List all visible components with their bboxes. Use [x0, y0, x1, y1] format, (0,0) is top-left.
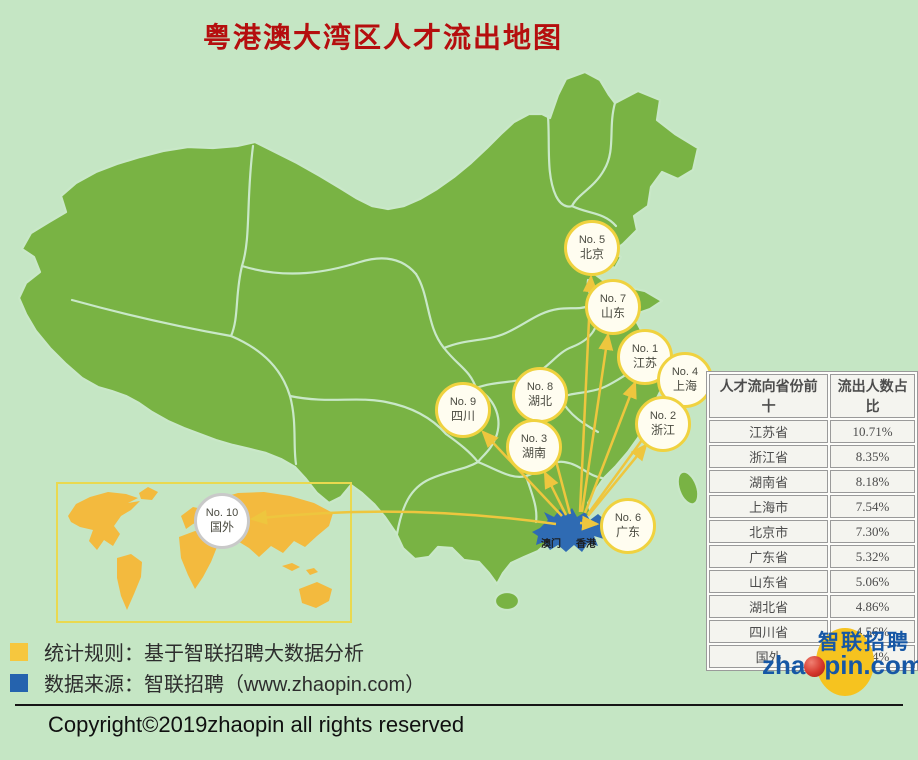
logo-en-text: zha pin.com — [762, 650, 918, 681]
copyright-text: Copyright©2019zhaopin all rights reserve… — [48, 712, 465, 737]
page-title: 粤港澳大湾区人才流出地图 — [203, 22, 564, 53]
bubble-rank: No. 9 — [449, 396, 477, 408]
table-row: 上海市 7.54% — [709, 495, 915, 518]
world-map-frame — [56, 482, 352, 623]
table-header-percent: 流出人数占比 — [830, 374, 915, 418]
bubble-region: 国外 — [209, 520, 234, 534]
legend-row-rules: 统计规则：基于智联招聘大数据分析 — [10, 637, 364, 666]
legend-swatch-yellow — [10, 642, 28, 661]
province-cell: 湖北省 — [709, 595, 829, 618]
province-cell: 上海市 — [709, 495, 829, 518]
bubble-region: 江苏 — [632, 356, 657, 370]
table-row: 浙江省 8.35% — [709, 445, 915, 468]
percent-cell: 8.18% — [830, 470, 915, 493]
bubble-region: 浙江 — [650, 423, 675, 437]
legend-row-source: 数据来源：智联招聘（www.zhaopin.com） — [10, 668, 425, 697]
bubble-overseas: No. 10 国外 — [194, 493, 250, 549]
taiwan-island — [676, 470, 700, 506]
bubble-guangdong: No. 6 广东 — [600, 498, 656, 554]
province-cell: 山东省 — [709, 570, 829, 593]
logo-red-ball-icon — [804, 656, 826, 677]
percent-cell: 7.54% — [830, 495, 915, 518]
bubble-region: 湖南 — [521, 446, 546, 460]
legend-label: 统计规则：基于智联招聘大数据分析 — [44, 643, 364, 665]
percent-cell: 10.71% — [830, 420, 915, 443]
bubble-sichuan: No. 9 四川 — [435, 382, 491, 438]
logo-en-pre: zha — [762, 650, 806, 680]
province-cell: 江苏省 — [709, 420, 829, 443]
hainan-island — [493, 590, 521, 612]
bubble-region: 北京 — [579, 247, 604, 261]
bubble-beijing: No. 5 北京 — [564, 220, 620, 276]
zhaopin-logo: 智联招聘 zha pin.com — [760, 626, 918, 702]
province-cell: 北京市 — [709, 520, 829, 543]
bubble-rank: No. 1 — [631, 343, 659, 355]
percent-cell: 7.30% — [830, 520, 915, 543]
bubble-region: 广东 — [615, 525, 640, 539]
table-row: 广东省 5.32% — [709, 545, 915, 568]
bubble-region: 湖北 — [527, 394, 552, 408]
table-row: 北京市 7.30% — [709, 520, 915, 543]
bubble-rank: No. 3 — [520, 433, 548, 445]
percent-cell: 5.06% — [830, 570, 915, 593]
bubble-rank: No. 6 — [614, 512, 642, 524]
province-cell: 广东省 — [709, 545, 829, 568]
bubble-hubei: No. 8 湖北 — [512, 367, 568, 423]
table-row: 湖南省 8.18% — [709, 470, 915, 493]
bubble-region: 上海 — [672, 379, 697, 393]
province-cell: 四川省 — [709, 620, 829, 643]
label-hongkong: 香港 — [576, 539, 596, 550]
table-header-row: 人才流向省份前十 流出人数占比 — [709, 374, 915, 418]
logo-ellipse-icon — [816, 628, 874, 696]
label-macau: 澳门 — [541, 539, 561, 550]
table-row: 山东省 5.06% — [709, 570, 915, 593]
bubble-shandong: No. 7 山东 — [585, 279, 641, 335]
province-cell: 国外 — [709, 645, 829, 668]
bubble-rank: No. 2 — [649, 410, 677, 422]
bubble-zhejiang: No. 2 浙江 — [635, 396, 691, 452]
table-row: 湖北省 4.86% — [709, 595, 915, 618]
bubble-rank: No. 4 — [671, 366, 699, 378]
province-cell: 浙江省 — [709, 445, 829, 468]
logo-cn-text: 智联招聘 — [818, 631, 910, 654]
bubble-rank: No. 7 — [599, 293, 627, 305]
percent-cell: 8.35% — [830, 445, 915, 468]
percent-cell: 5.32% — [830, 545, 915, 568]
pearl-river-delta — [532, 508, 610, 552]
bubble-rank: No. 10 — [205, 507, 239, 519]
legend-label: 数据来源：智联招聘（www.zhaopin.com） — [44, 674, 426, 696]
bubble-rank: No. 5 — [578, 234, 606, 246]
table-header-province: 人才流向省份前十 — [709, 374, 829, 418]
province-cell: 湖南省 — [709, 470, 829, 493]
legend-swatch-blue — [10, 673, 28, 692]
footer-divider — [15, 704, 903, 706]
logo-en-post: pin.com — [824, 650, 918, 680]
bubble-hunan: No. 3 湖南 — [506, 419, 562, 475]
bubble-rank: No. 8 — [526, 381, 554, 393]
bubble-region: 山东 — [600, 306, 625, 320]
percent-cell: 4.86% — [830, 595, 915, 618]
table-row: 江苏省 10.71% — [709, 420, 915, 443]
bubble-region: 四川 — [450, 409, 475, 423]
